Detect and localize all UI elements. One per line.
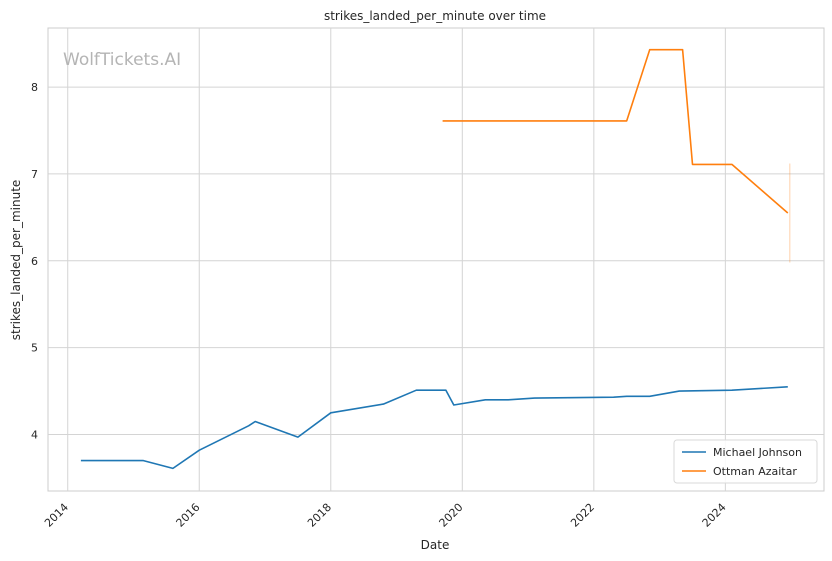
watermark-text: WolfTickets.AI — [63, 50, 181, 70]
legend-label-ottman-azaitar: Ottman Azaitar — [713, 465, 797, 478]
y-tick-label: 8 — [31, 81, 38, 94]
y-tick-label: 5 — [31, 342, 38, 355]
chart-title: strikes_landed_per_minute over time — [324, 9, 546, 23]
legend-label-michael-johnson: Michael Johnson — [713, 446, 802, 459]
plot-area — [47, 27, 825, 492]
series-line-michael-johnson — [80, 386, 788, 470]
x-axis-label: Date — [421, 538, 450, 552]
y-axis-label: strikes_landed_per_minute — [9, 180, 23, 341]
legend: Michael Johnson Ottman Azaitar — [673, 439, 818, 484]
y-tick-label: 7 — [31, 168, 38, 181]
series-line-ottman-azaitar — [442, 48, 789, 214]
legend-box — [673, 439, 818, 484]
y-tick-label: 4 — [31, 429, 38, 442]
series-layer — [80, 48, 789, 470]
y-tick-label: 6 — [31, 255, 38, 268]
grid-lines — [48, 28, 824, 491]
